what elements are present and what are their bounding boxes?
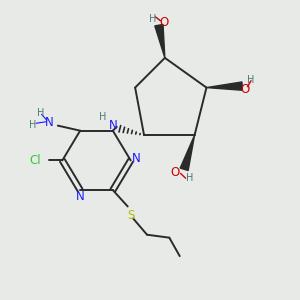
- Text: O: O: [171, 166, 180, 179]
- Text: N: N: [132, 152, 141, 164]
- Text: H: H: [29, 120, 36, 130]
- Text: N: N: [76, 190, 85, 203]
- Text: N: N: [109, 119, 117, 132]
- Text: H: H: [186, 172, 194, 183]
- Text: H: H: [247, 75, 254, 85]
- Polygon shape: [180, 135, 195, 170]
- Text: S: S: [127, 209, 134, 222]
- Text: H: H: [149, 14, 156, 24]
- Text: O: O: [241, 82, 250, 96]
- Text: H: H: [99, 112, 107, 122]
- Text: N: N: [45, 116, 53, 129]
- Text: Cl: Cl: [30, 154, 41, 167]
- Text: H: H: [37, 108, 45, 118]
- Text: O: O: [160, 16, 169, 29]
- Polygon shape: [155, 24, 165, 58]
- Polygon shape: [206, 82, 242, 90]
